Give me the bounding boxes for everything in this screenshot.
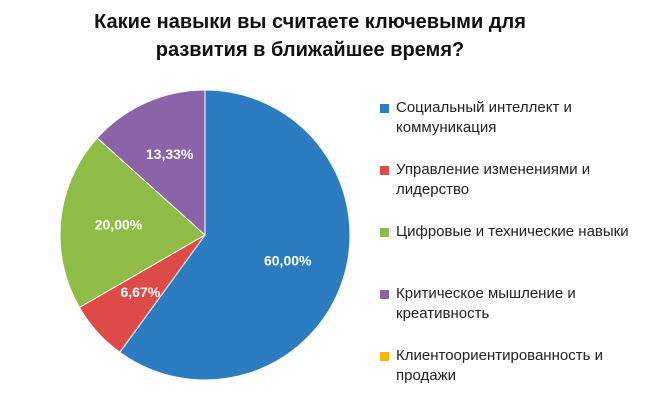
legend-label: Социальный интеллект и коммуникация <box>396 99 572 136</box>
legend-label: Клиентоориентированность и продажи <box>396 347 603 384</box>
legend-label: Цифровые и технические навыки <box>396 223 629 240</box>
chart-title: Какие навыки вы считаете ключевыми для р… <box>94 11 526 61</box>
legend-swatch <box>380 352 389 361</box>
data-label: 60,00% <box>264 253 312 269</box>
legend-swatch <box>380 228 389 237</box>
legend-label: Критическое мышление и креативность <box>396 285 576 322</box>
legend-item: Цифровые и технические навыки <box>380 222 650 242</box>
legend-item: Социальный интеллект и коммуникация <box>380 98 650 138</box>
legend-swatch <box>380 104 389 113</box>
data-label: 6,67% <box>120 284 160 300</box>
legend-label: Управление изменениями и лидерство <box>396 161 591 198</box>
data-label: 20,00% <box>95 217 143 233</box>
legend-swatch <box>380 166 389 175</box>
data-label: 13,33% <box>146 146 194 162</box>
legend-item: Управление изменениями и лидерство <box>380 160 650 200</box>
legend-item: Критическое мышление и креативность <box>380 284 650 324</box>
pie-slice <box>59 137 206 309</box>
pie-slice <box>96 89 206 237</box>
legend-swatch <box>380 290 389 299</box>
pie-slice <box>119 89 351 381</box>
legend-item: Клиентоориентированность и продажи <box>380 346 650 386</box>
